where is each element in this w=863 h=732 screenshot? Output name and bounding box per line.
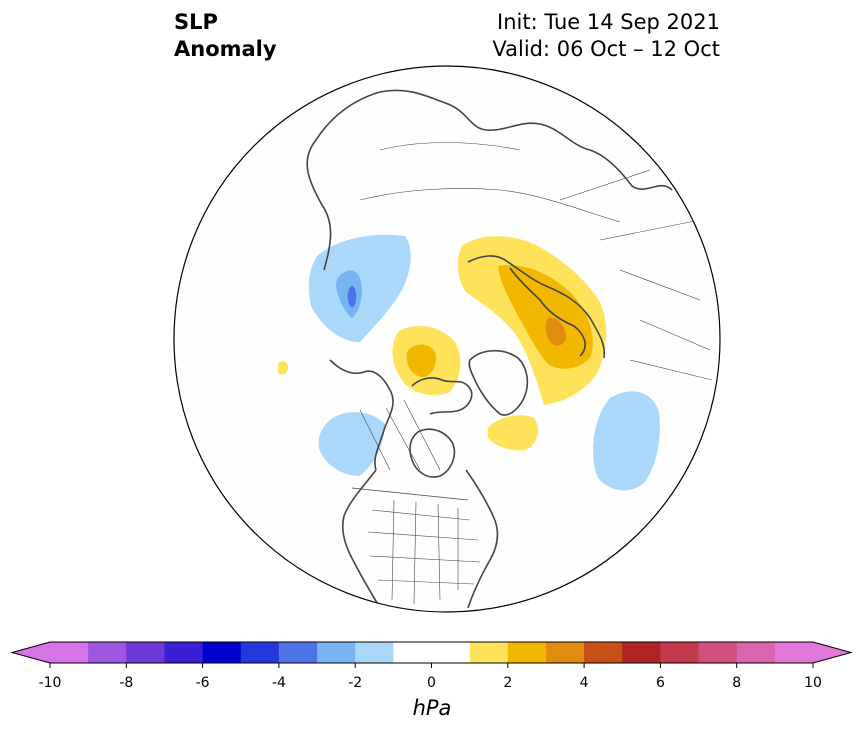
colorbar-swatch: [393, 642, 433, 663]
map-outline: [173, 65, 721, 613]
colorbar-tick-label: -6: [196, 675, 210, 691]
positive-anomaly-europe-russia-core: [498, 265, 593, 369]
colorbar-swatch: [660, 642, 700, 663]
coastline-north-america-west: [341, 469, 381, 609]
colorbar-swatch: [545, 642, 585, 663]
coastlines: [306, 89, 713, 609]
coastline-siberia: [306, 89, 673, 271]
coastline-canadian-archipelago: [411, 377, 473, 415]
colorbar-swatch: [50, 642, 89, 663]
positive-anomaly-europe-russia-core-2: [545, 317, 566, 346]
negative-anomaly-north-pacific: [318, 412, 385, 476]
colorbar-swatch: [88, 642, 127, 663]
colorbar-tick-label: 0: [427, 675, 436, 691]
coastline-europe: [467, 255, 606, 359]
boundary-states-1: [367, 509, 481, 585]
colorbar-swatch: [736, 642, 776, 663]
colorbar-tick-label: 4: [580, 675, 589, 691]
coastline-north-america-east: [465, 469, 499, 609]
coastline-alaska: [329, 359, 394, 471]
positive-anomaly-canadian-arctic-core: [406, 344, 436, 377]
colorbar-swatch: [355, 642, 394, 663]
valid-range: Valid: 06 Oct – 12 Oct: [492, 37, 720, 61]
positive-anomaly-greenland-south: [488, 415, 539, 451]
boundary-canada-provinces: [359, 399, 441, 471]
colorbar-tick-label: 10: [804, 675, 822, 691]
colorbar-swatch: [126, 642, 166, 663]
colorbar-swatch: [240, 642, 280, 663]
colorbar-swatch: [164, 642, 204, 663]
colorbar-tick-label: -4: [272, 675, 286, 691]
boundary-states-2: [391, 499, 459, 605]
colorbar-swatch: [431, 642, 471, 663]
coastline-hudson-bay: [409, 428, 456, 478]
forecast-dates: Init: Tue 14 Sep 2021 Valid: 06 Oct – 12…: [492, 9, 720, 63]
init-date: Init: Tue 14 Sep 2021: [497, 10, 720, 34]
positive-anomaly-small-patch: [278, 361, 288, 375]
negative-anomaly-west-pacific-core-2: [347, 285, 357, 308]
title-line-1: SLP: [174, 10, 218, 34]
boundary-us-canada: [351, 487, 469, 501]
anomaly-layer: [278, 234, 660, 491]
colorbar-tick-label: -10: [39, 675, 62, 691]
colorbar-swatch: [202, 642, 242, 663]
colorbar-swatch: [584, 642, 623, 663]
map-title: SLP Anomaly: [174, 9, 277, 63]
colorbar-tick-label: -2: [348, 675, 362, 691]
colorbar-swatch: [698, 642, 738, 663]
coastline-greenland: [468, 349, 529, 416]
title-line-2: Anomaly: [174, 37, 277, 61]
colorbar-ticks: -10 -8 -6 -4 -2 0 2 4 6 8 10: [39, 663, 822, 691]
colorbar-swatch: [774, 642, 814, 663]
colorbar-extend-min: [12, 642, 50, 663]
negative-anomaly-north-atlantic: [593, 391, 660, 491]
boundary-europe: [619, 269, 713, 381]
colorbar-extend-max: [813, 642, 851, 663]
colorbar-tick-label: 8: [732, 675, 741, 691]
coastline-scandinavia: [509, 267, 586, 357]
colorbar-swatch: [317, 642, 356, 663]
colorbar-tick-label: 2: [503, 675, 512, 691]
colorbar-swatch: [278, 642, 318, 663]
colorbar-swatches: [10, 641, 853, 664]
colorbar-swatch: [469, 642, 509, 663]
boundary-russia: [359, 142, 701, 241]
colorbar-unit-label: hPa: [413, 696, 452, 720]
colorbar-tick-label: -8: [119, 675, 133, 691]
colorbar-swatch: [507, 642, 547, 663]
colorbar-tick-label: 6: [656, 675, 665, 691]
colorbar-swatch: [622, 642, 661, 663]
